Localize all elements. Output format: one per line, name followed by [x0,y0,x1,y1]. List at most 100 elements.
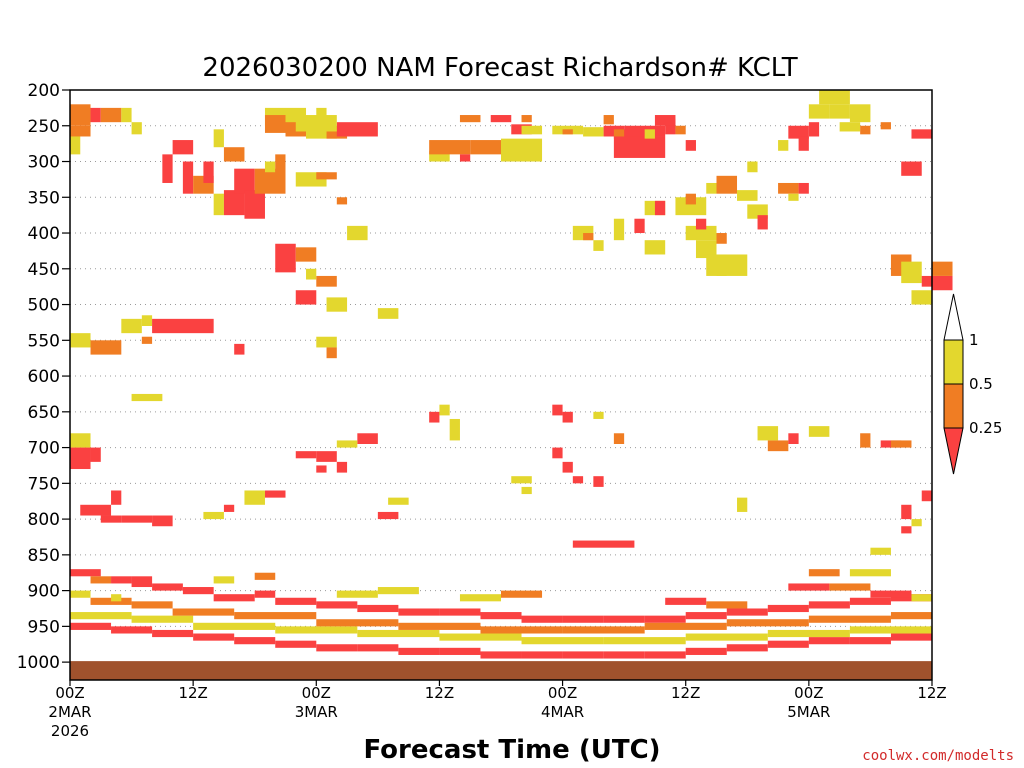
ri-cell [562,615,604,623]
ri-cell [131,393,163,402]
ri-cell [685,193,696,205]
ri-cell [234,612,317,620]
ri-cell [808,426,830,437]
ri-cell [316,451,337,462]
ri-cell [603,615,645,623]
ri-cell [121,318,142,334]
ri-cell [932,261,953,276]
ri-cell [90,576,112,584]
y-tick-label: 600 [28,367,60,387]
ri-cell [583,233,594,241]
y-tick-label: 550 [28,331,60,351]
x-tick-label: 5MAR [787,703,830,721]
ri-cell [849,569,891,577]
ri-cell [849,597,891,605]
x-tick-label: 12Z [178,684,207,702]
ri-cell [685,633,768,641]
ri-cell [223,504,235,512]
ri-cell [264,115,286,133]
ri-cell [336,197,348,205]
ri-cell [644,622,727,630]
colorbar-top-arrow [943,293,964,341]
ri-cell [336,440,358,448]
ri-cell [860,433,871,448]
x-tick-label: 2MAR [48,703,91,721]
ri-cell [182,161,194,194]
ri-cell [203,161,214,183]
ri-cell [295,115,337,132]
ri-cell [695,218,707,230]
x-tick-label: 12Z [425,684,454,702]
ri-cell [911,519,922,527]
ri-cell [716,175,738,194]
ri-cell [716,254,748,276]
ri-cell [737,497,748,512]
ri-cell [501,138,543,162]
ri-cell [613,218,625,241]
ri-cell [70,612,132,620]
ri-cell [357,604,399,613]
ri-cell [111,626,153,634]
ri-cell [490,115,512,123]
ri-cell [254,168,286,194]
x-tick-label: 00Z [302,684,331,702]
ri-cell [839,122,861,132]
y-tick-label: 250 [28,117,60,137]
ri-cell [100,515,122,523]
colorbar-label: 1 [969,331,979,349]
ri-cell [603,115,614,125]
ri-cell [254,590,276,598]
ri-cell [213,576,235,584]
ri-cell [788,583,830,591]
y-tick-label: 900 [28,582,60,602]
ri-cell [654,115,676,126]
ri-cell [244,490,265,505]
x-tick-label: 12Z [671,684,700,702]
y-tick-label: 350 [28,188,60,208]
ri-cell [459,115,481,123]
ri-cell [634,218,645,234]
ri-cell [603,125,625,137]
colorbar-bin [943,383,964,429]
ri-cell [501,590,543,598]
ri-cell [521,615,563,623]
colorbar: 1 0.5 0.25 [943,293,1002,475]
ri-cell [890,633,932,641]
ri-cell [316,619,399,627]
ri-cell [808,601,850,609]
ri-cell [439,647,481,655]
ri-cell [788,193,799,201]
ri-cell [213,193,224,216]
ri-cell [562,651,604,659]
ri-cell [449,418,460,441]
y-tick-label: 450 [28,260,60,280]
ri-cell [644,129,655,139]
x-tick-label: 12Z [917,684,946,702]
ri-cell [767,640,809,648]
ri-cell [316,465,327,473]
ri-cell [131,122,142,135]
ri-cell [70,569,101,577]
ri-cell [70,104,91,126]
y-tick-label: 800 [28,510,60,530]
y-axis: 200 250 300 350 400 450 500 550 600 650 700 750 800 8… [17,81,70,673]
ri-cell [583,127,604,137]
ri-cell [306,268,317,280]
ri-cell [152,515,173,527]
ri-cell [603,637,686,645]
ri-cell [203,511,224,520]
ri-cell [901,261,922,284]
y-tick-label: 750 [28,474,60,494]
ri-cell [70,622,112,630]
ri-cell [439,608,481,616]
ri-cell [470,140,501,155]
ri-cell [675,197,707,216]
ri-cell [429,150,450,162]
ri-cell [521,486,532,495]
ri-cell [357,644,399,652]
ri-cell [429,411,440,423]
ri-cell [747,204,768,219]
ri-cell [90,340,122,355]
ri-cell [316,172,337,180]
